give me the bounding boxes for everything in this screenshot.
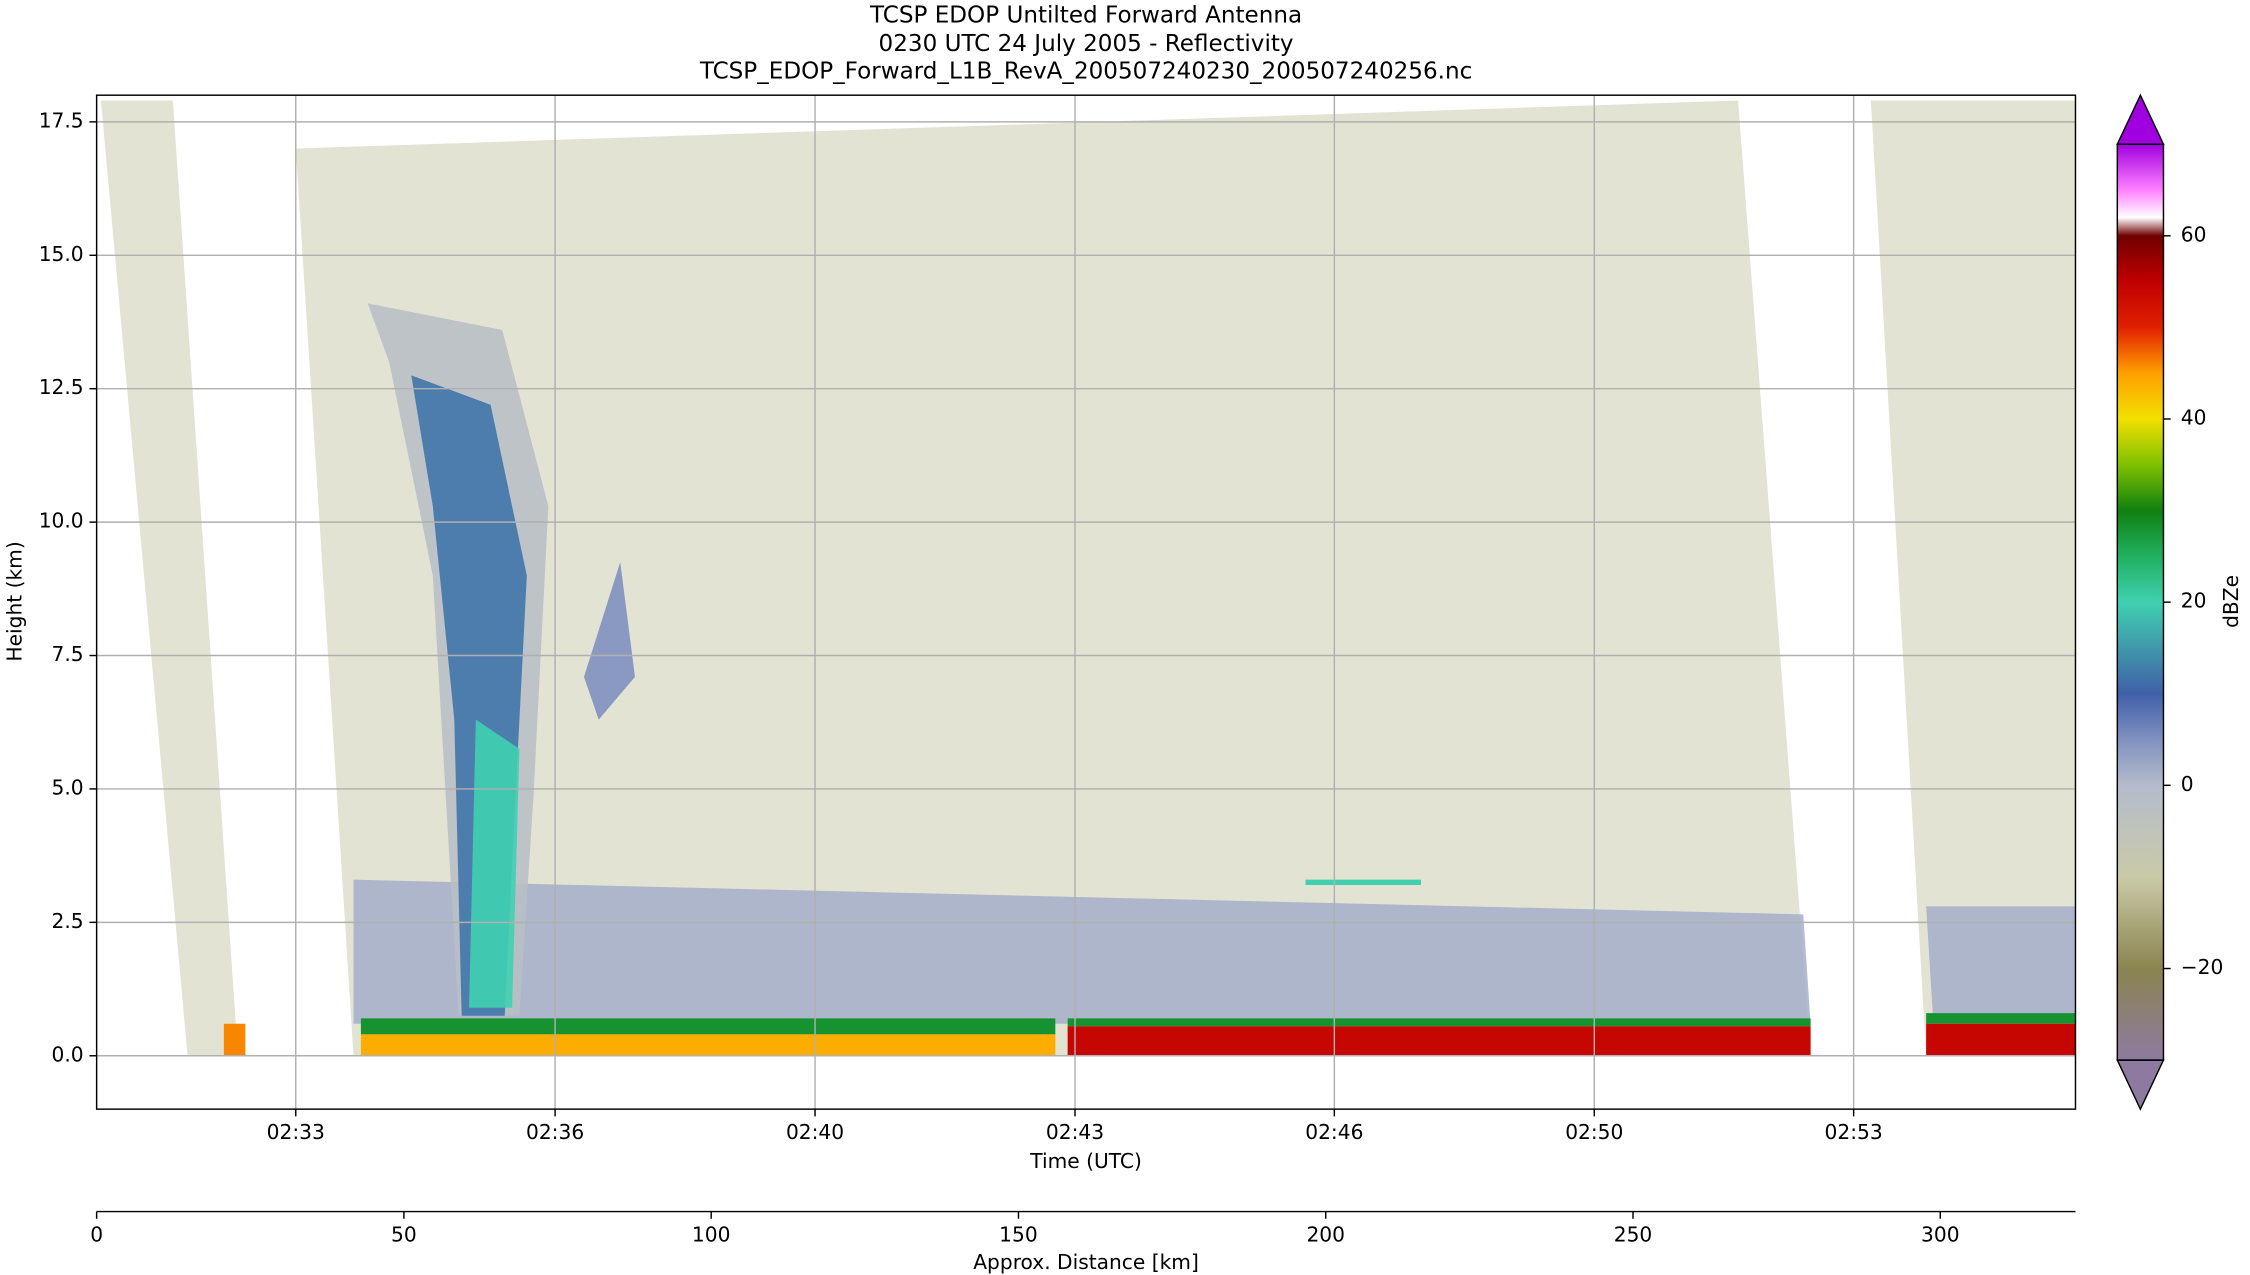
axes: 0.02.55.07.510.012.515.017.502:33 02:36 02… (39, 93, 2224, 1247)
reflectivity-region (1926, 1013, 2076, 1024)
reflectivity-region (360, 1034, 1056, 1056)
y-tick-label: 2.5 (52, 909, 84, 933)
x2-tick-label: 150 (999, 1223, 1038, 1247)
colorbar-tick-label: 40 (2181, 405, 2207, 429)
reflectivity-region (1067, 1018, 1811, 1027)
colorbar-tick-label: 0 (2181, 772, 2194, 796)
colorbar (2117, 144, 2164, 1061)
reflectivity-region (295, 100, 1811, 1056)
reflectivity-region (353, 879, 1811, 1024)
colorbar-tick-label: −20 (2181, 955, 2224, 979)
x-tick-label: 02:43 (1046, 1120, 1104, 1144)
reflectivity-region (1870, 100, 2076, 1056)
x-tick-label: 02:50 (1565, 1120, 1623, 1144)
y-axis-label: Height (km) (2, 541, 26, 661)
x-tick-label: 02:36 (526, 1120, 584, 1144)
plot-area (100, 100, 2076, 1056)
x2-tick-label: 250 (1614, 1223, 1653, 1247)
x-tick-label: 02:53 (1825, 1120, 1883, 1144)
x2-tick-label: 300 (1921, 1223, 1960, 1247)
y-tick-label: 10.0 (39, 509, 84, 533)
y-tick-label: 5.0 (52, 775, 84, 799)
reflectivity-region (1067, 1026, 1811, 1056)
y-tick-label: 0.0 (52, 1042, 84, 1066)
y-tick-label: 12.5 (39, 375, 84, 399)
reflectivity-region (583, 562, 635, 720)
colorbar-tick-label: 60 (2181, 222, 2207, 246)
reflectivity-region (223, 1023, 246, 1056)
reflectivity-region (469, 719, 520, 1008)
plot-frame (95, 94, 2077, 1110)
reflectivity-region (1926, 906, 2076, 1016)
colorbar-tick-label: 20 (2181, 589, 2207, 613)
chart-filename: TCSP_EDOP_Forward_L1B_RevA_200507240230_… (699, 59, 1472, 85)
reflectivity-region (1926, 1023, 2076, 1056)
x2-tick-label: 0 (90, 1223, 103, 1247)
y-tick-label: 7.5 (52, 642, 84, 666)
x2-axis-label: Approx. Distance [km] (973, 1250, 1199, 1274)
x-tick-label: 02:46 (1305, 1120, 1363, 1144)
colorbar-frame (2116, 143, 2165, 1061)
colorbar-extend-min (2116, 1059, 2165, 1111)
x2-tick-label: 50 (391, 1223, 417, 1247)
x2-tick-label: 200 (1306, 1223, 1345, 1247)
colorbar-extend-max (2116, 93, 2165, 145)
x-axis-label: Time (UTC) (1029, 1149, 1142, 1173)
x-tick-label: 02:40 (786, 1120, 844, 1144)
x-tick-label: 02:33 (267, 1120, 325, 1144)
reflectivity-region (1305, 879, 1421, 885)
reflectivity-region (100, 100, 238, 1056)
chart-subtitle: 0230 UTC 24 July 2005 - Reflectivity (879, 31, 1294, 57)
chart-title: TCSP EDOP Untilted Forward Antenna (869, 2, 1302, 28)
y-tick-label: 17.5 (39, 108, 84, 132)
reflectivity-region (360, 1018, 1056, 1035)
colorbar-label: dBZe (2219, 575, 2243, 628)
x2-tick-label: 100 (692, 1223, 731, 1247)
y-tick-label: 15.0 (39, 242, 84, 266)
